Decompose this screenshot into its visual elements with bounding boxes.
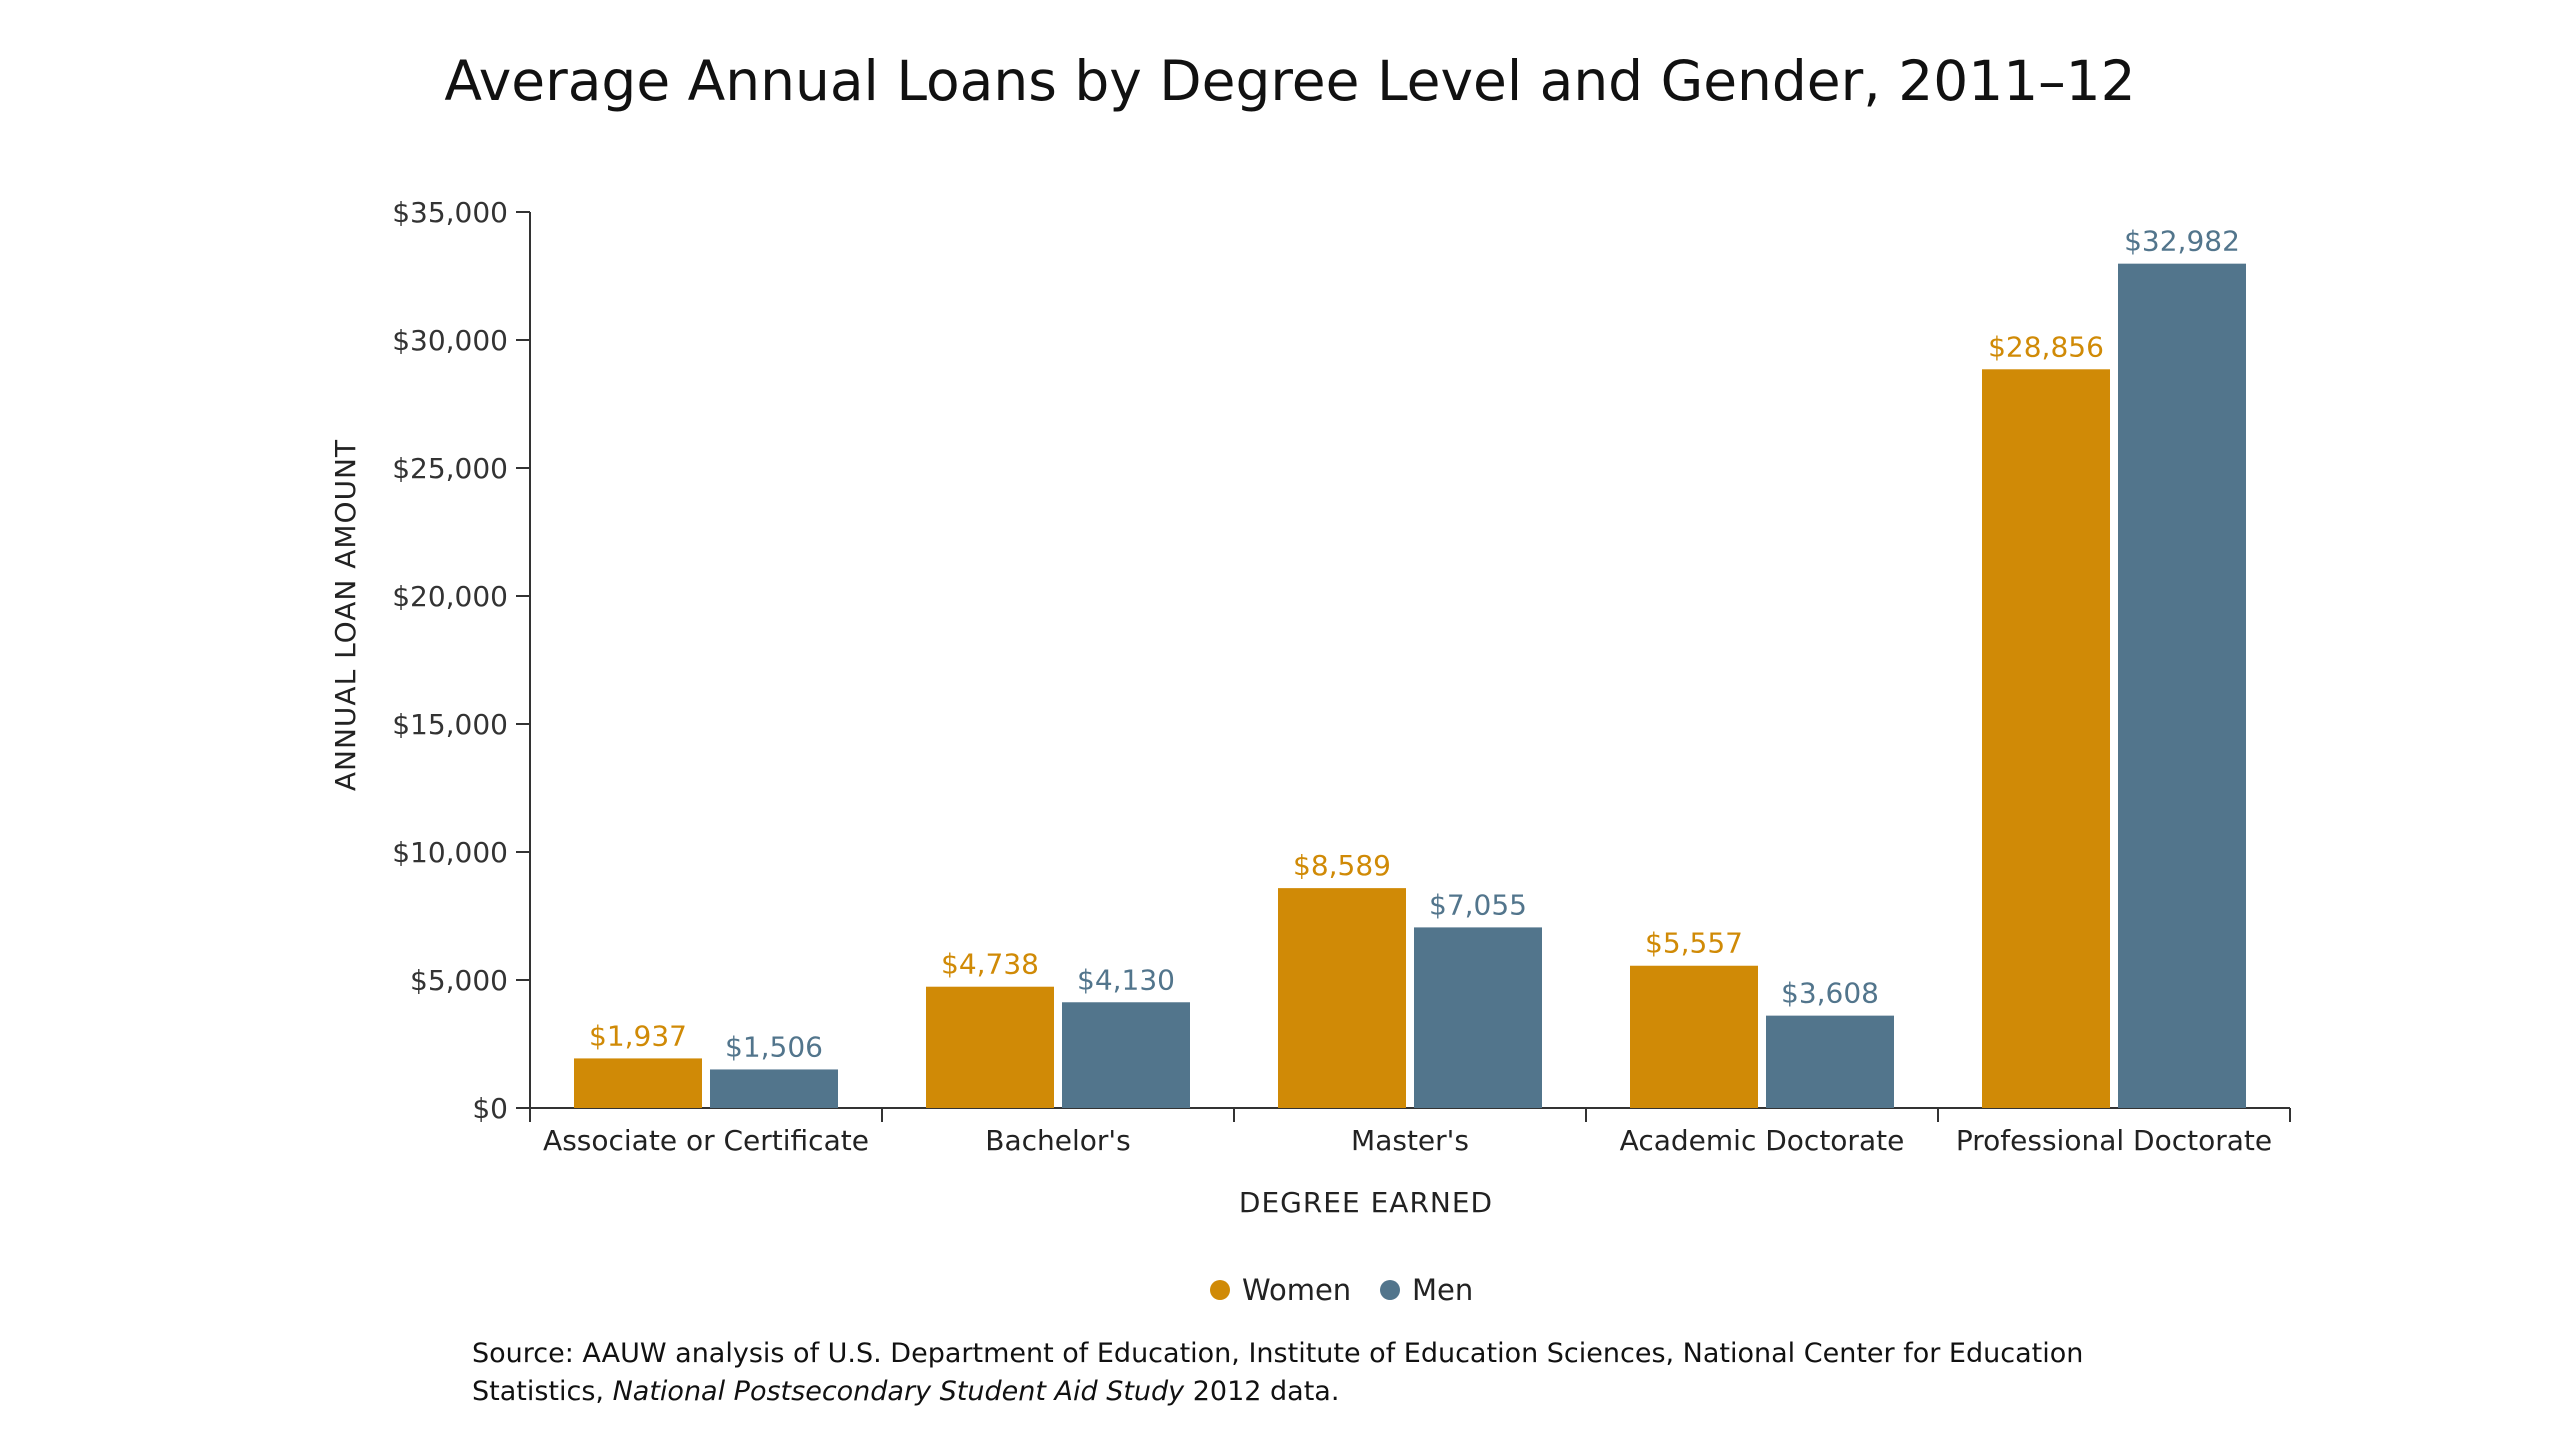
data-label-women: $8,589 <box>1293 849 1391 882</box>
bar-men <box>1414 927 1542 1108</box>
x-axis-title: DEGREE EARNED <box>1239 1186 1493 1219</box>
source-line-1: Source: AAUW analysis of U.S. Department… <box>472 1338 2083 1369</box>
data-label-women: $4,738 <box>941 948 1039 981</box>
chart-title: Average Annual Loans by Degree Level and… <box>444 49 2135 113</box>
bar-men <box>1766 1015 1894 1108</box>
bar-men <box>2118 263 2246 1109</box>
legend-marker-men <box>1380 1280 1400 1300</box>
value-labels: $1,937 $1,506 $4,738 $4,130 $8,589 $7,055 $5,5… <box>589 225 2240 1064</box>
data-label-men: $1,506 <box>725 1030 823 1063</box>
legend-label-men: Men <box>1412 1273 1473 1307</box>
y-tick-label: $0 <box>472 1092 508 1125</box>
data-label-men: $4,130 <box>1077 963 1175 996</box>
data-label-women: $5,557 <box>1645 927 1743 960</box>
data-label-men: $32,982 <box>2124 225 2240 258</box>
y-tick-label: $10,000 <box>392 836 508 869</box>
legend: Women Men <box>1210 1273 1473 1307</box>
category-label: Master's <box>1351 1124 1469 1157</box>
legend-marker-women <box>1210 1280 1230 1300</box>
bars <box>574 263 2246 1109</box>
x-axis: Associate or Certificate Bachelor's Master… <box>529 1107 2291 1157</box>
data-label-men: $7,055 <box>1429 888 1527 921</box>
data-label-men: $3,608 <box>1781 977 1879 1010</box>
source-line-2: Statistics, National Postsecondary Stude… <box>472 1376 1339 1407</box>
y-tick-label: $30,000 <box>392 324 508 357</box>
data-label-women: $1,937 <box>589 1019 687 1052</box>
category-label: Academic Doctorate <box>1620 1124 1905 1157</box>
bar-women <box>926 986 1054 1108</box>
source-line-2-italic: National Postsecondary Student Aid Study <box>613 1376 1186 1407</box>
y-axis-title: ANNUAL LOAN AMOUNT <box>329 439 362 791</box>
category-label: Professional Doctorate <box>1956 1124 2272 1157</box>
bar-women <box>1982 369 2110 1109</box>
bar-men <box>710 1069 838 1108</box>
category-label: Bachelor's <box>985 1124 1130 1157</box>
y-tick-label: $5,000 <box>410 964 508 997</box>
source-line-2-prefix: Statistics, <box>472 1376 613 1407</box>
category-label: Associate or Certificate <box>543 1124 869 1157</box>
y-tick-label: $20,000 <box>392 580 508 613</box>
bar-women <box>574 1058 702 1108</box>
y-tick-label: $15,000 <box>392 708 508 741</box>
bar-women <box>1278 888 1406 1108</box>
bar-women <box>1630 965 1758 1108</box>
legend-label-women: Women <box>1242 1273 1351 1307</box>
y-axis: $0 $5,000 $10,000 $15,000 $20,000 $25,000 $30,… <box>392 196 531 1125</box>
y-tick-label: $35,000 <box>392 196 508 229</box>
y-tick-label: $25,000 <box>392 452 508 485</box>
source-line-2-suffix: 2012 data. <box>1184 1376 1339 1407</box>
data-label-women: $28,856 <box>1988 330 2104 363</box>
bar-men <box>1062 1002 1190 1108</box>
